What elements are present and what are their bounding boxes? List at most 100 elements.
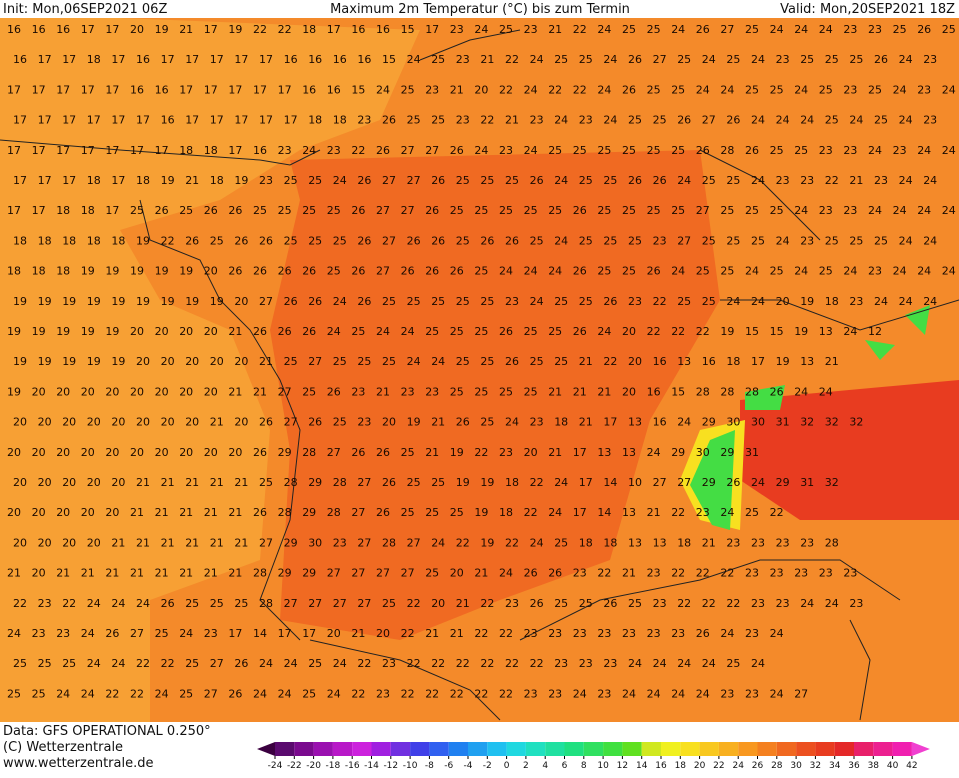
temperature-label: 25 [653,114,667,127]
temperature-label: 23 [819,567,833,580]
temperature-label: 17 [32,144,46,157]
temperature-label: 17 [32,83,46,96]
colorbar-label: 32 [810,761,821,771]
temperature-label: 25 [450,204,464,217]
temperature-label: 26 [228,204,242,217]
temperature-label: 18 [87,53,101,66]
temperature-label: 24 [628,657,642,670]
temperature-label: 20 [130,385,144,398]
temperature-label: 27 [382,174,396,187]
temperature-label: 26 [480,234,494,247]
temperature-label: 20 [81,506,95,519]
colorbar-label: 36 [848,761,860,771]
temperature-label: 20 [62,476,76,489]
temperature-label: 25 [284,174,298,187]
temperature-label: 25 [450,506,464,519]
temperature-label: 22 [431,657,445,670]
temperature-label: 16 [56,23,70,36]
temperature-label: 20 [105,385,119,398]
temperature-label: 16 [653,355,667,368]
temperature-label: 29 [278,567,292,580]
temperature-label: 22 [499,83,513,96]
temperature-label: 23 [868,265,882,278]
temperature-label: 17 [130,144,144,157]
colorbar-swatch [892,742,912,756]
temperature-label: 21 [228,567,242,580]
temperature-label: 24 [554,476,568,489]
temperature-label: 21 [81,567,95,580]
temperature-label: 21 [234,536,248,549]
temperature-label: 25 [603,234,617,247]
temperature-label: 22 [456,657,470,670]
temperature-label: 22 [702,597,716,610]
temperature-label: 21 [161,476,175,489]
temperature-label: 18 [302,23,316,36]
temperature-label: 27 [357,476,371,489]
region-cool-small [745,305,930,410]
temperature-label: 31 [800,476,814,489]
temperature-label: 23 [843,144,857,157]
temperature-label: 20 [204,385,218,398]
temperature-label: 21 [351,627,365,640]
temperature-label: 26 [228,265,242,278]
temperature-label: 25 [579,53,593,66]
temperature-label: 10 [628,476,642,489]
temperature-label: 28 [284,476,298,489]
colorbar-label: 4 [542,761,548,771]
temperature-label: 26 [573,204,587,217]
temperature-label: 20 [179,446,193,459]
colorbar-swatch [448,742,468,756]
temperature-label: 25 [751,234,765,247]
temperature-label: 23 [573,627,587,640]
colorbar-label: 20 [694,761,706,771]
temperature-label: 25 [647,23,661,36]
temperature-label: 17 [179,83,193,96]
temperature-label: 27 [407,536,421,549]
temperature-label: 22 [136,657,150,670]
temperature-label: 24 [622,687,636,700]
temperature-label: 24 [474,144,488,157]
temperature-label: 24 [677,174,691,187]
temperature-label: 20 [210,355,224,368]
temperature-label: 23 [499,144,513,157]
temperature-label: 26 [653,174,667,187]
temperature-label: 24 [671,23,685,36]
temperature-label: 17 [7,144,21,157]
temperature-label: 23 [554,657,568,670]
temperature-label: 25 [647,83,661,96]
temperature-label: 23 [450,23,464,36]
temperature-label: 24 [431,536,445,549]
temperature-label: 20 [105,446,119,459]
temperature-label: 17 [302,627,316,640]
temperature-label: 25 [720,204,734,217]
temperature-label: 23 [530,114,544,127]
temperature-label: 25 [382,295,396,308]
temperature-label: 17 [185,114,199,127]
temperature-label: 19 [111,355,125,368]
temperature-label: 24 [81,627,95,640]
temperature-label: 27 [351,506,365,519]
temperature-label: 21 [111,536,125,549]
temperature-label: 24 [81,687,95,700]
temperature-label: 25 [677,53,691,66]
temperature-label: 25 [505,174,519,187]
temperature-label: 17 [105,23,119,36]
temperature-label: 20 [234,355,248,368]
temperature-label: 24 [825,597,839,610]
temperature-label: 25 [357,355,371,368]
temperature-label: 16 [13,53,27,66]
temperature-label: 17 [204,83,218,96]
temperature-label: 24 [843,265,857,278]
temperature-label: 18 [87,174,101,187]
temperature-label: 21 [185,174,199,187]
temperature-label: 24 [917,204,931,217]
temperature-label: 25 [130,204,144,217]
temperature-label: 25 [942,23,956,36]
temperature-label: 18 [56,204,70,217]
temperature-label: 24 [87,657,101,670]
temperature-label: 21 [431,416,445,429]
temperature-label: 21 [253,385,267,398]
temperature-label: 16 [308,53,322,66]
temperature-label: 20 [13,536,27,549]
temperature-label: 19 [155,265,169,278]
